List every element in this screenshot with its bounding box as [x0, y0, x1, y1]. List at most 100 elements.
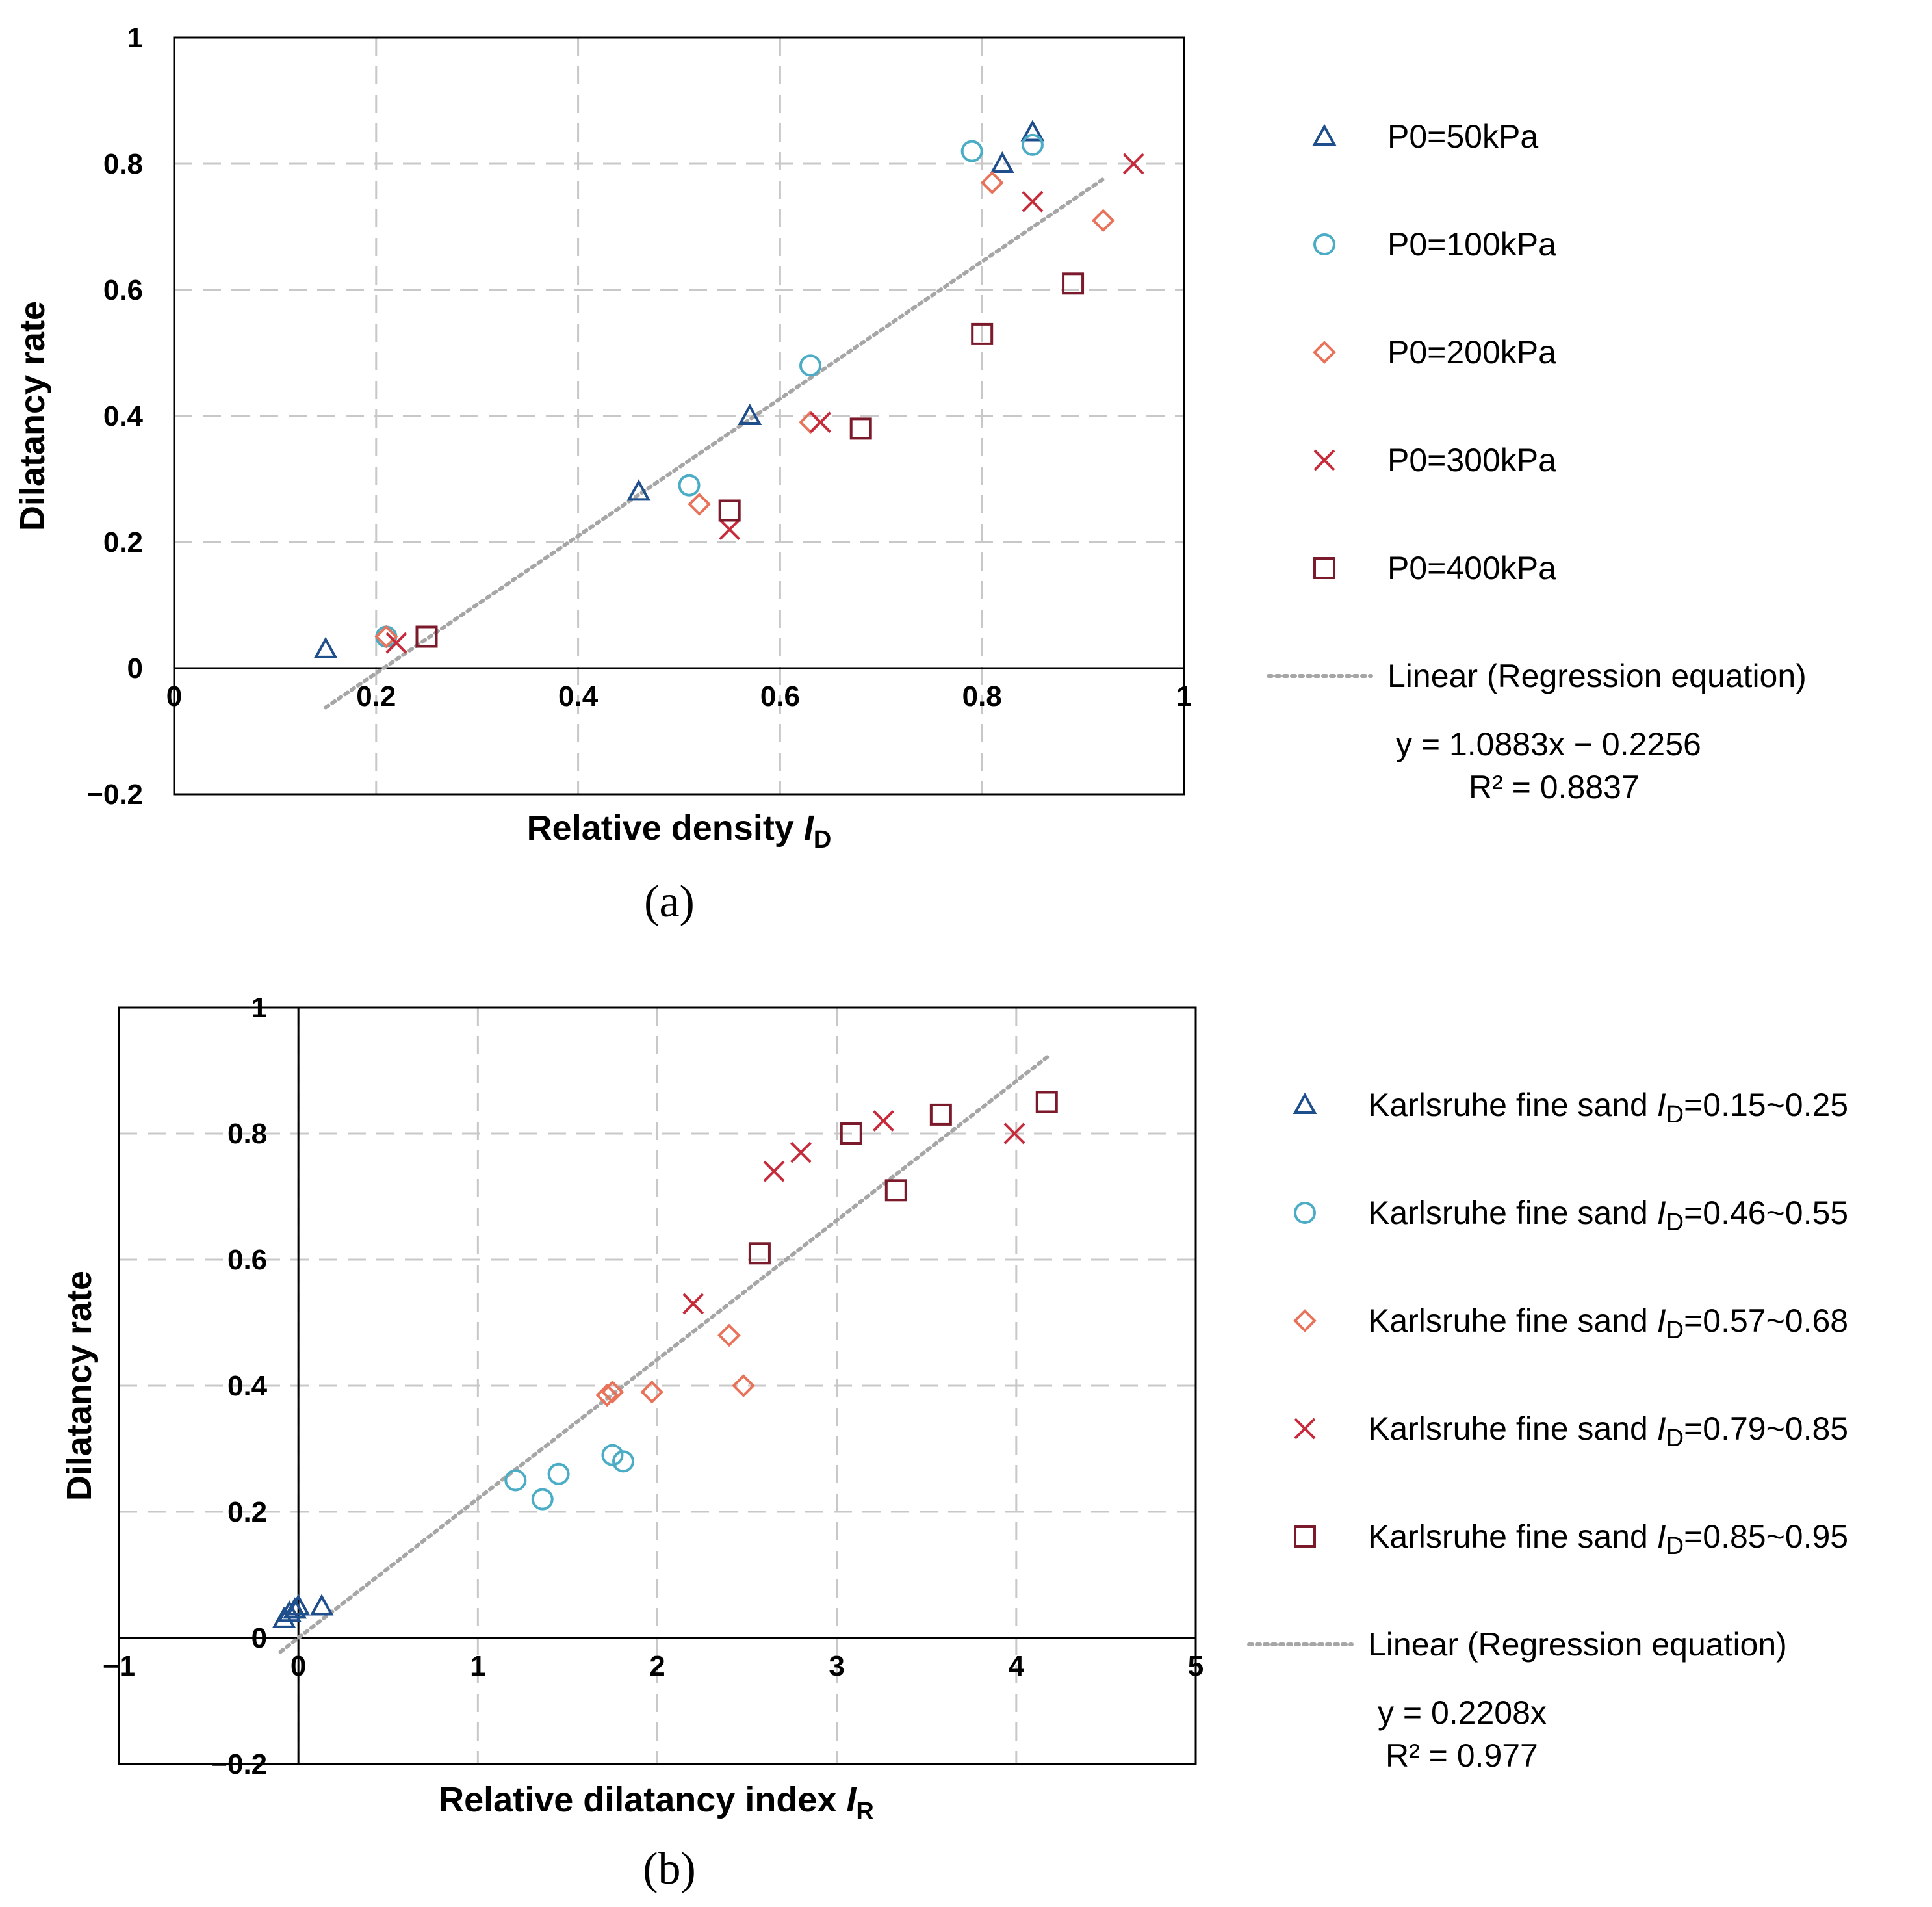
- y-tick-label: 0.2: [227, 1496, 267, 1528]
- plot-frame: [118, 1006, 1197, 1765]
- data-point: [1003, 1122, 1025, 1145]
- y-tick-label: 0.4: [227, 1370, 268, 1402]
- data-point: [1022, 190, 1044, 213]
- x-tick-label: 2: [649, 1650, 665, 1682]
- data-point: [1035, 1091, 1058, 1113]
- x-tick-labels: 0 0.2 0.4 0.6 0.8 1: [166, 681, 1192, 712]
- y-tick-label: 0: [127, 653, 143, 684]
- legend-label: Karlsruhe fine sand ID=0.85~0.95: [1368, 1518, 1848, 1560]
- data-point: [873, 1110, 894, 1132]
- data-point: [849, 417, 872, 440]
- legend-label: Karlsruhe fine sand ID=0.79~0.85: [1368, 1410, 1848, 1452]
- x-tick-label: 0: [166, 681, 182, 712]
- y-tick-label: 0.4: [103, 400, 144, 432]
- y-tick-labels: −0.2 0 0.2 0.4 0.6 0.8 1: [86, 22, 143, 811]
- data-point: [595, 1383, 619, 1407]
- legend-label: Karlsruhe fine sand ID=0.15~0.25: [1368, 1087, 1848, 1128]
- data-point: [790, 1141, 812, 1163]
- data-point: [283, 1597, 307, 1619]
- x-tick-label: 0.8: [962, 681, 1002, 712]
- legend-marker: [1312, 123, 1337, 146]
- x-tick-label: 0.6: [760, 681, 800, 712]
- data-point: [374, 625, 398, 649]
- x-tick-label: 0.2: [356, 681, 396, 712]
- series-3: [374, 171, 1115, 649]
- legend-trendline-label: Linear (Regression equation): [1368, 1626, 1787, 1663]
- chart-a: 0 0.2 0.4 0.6 0.8 1 −0.2 0 0.2 0.4 0.6 0.8 1 Relative…: [13, 22, 1807, 927]
- y-tick-label: 0: [251, 1622, 267, 1654]
- series-5: [415, 272, 1085, 648]
- data-point: [840, 1122, 862, 1145]
- data-point: [929, 1103, 952, 1126]
- data-point: [1020, 120, 1045, 142]
- y-tick-label: 1: [251, 992, 267, 1024]
- data-point: [626, 479, 651, 501]
- trendline: [278, 1054, 1051, 1654]
- data-point: [415, 625, 438, 648]
- data-point: [504, 1469, 527, 1492]
- legend-label: Karlsruhe fine sand ID=0.46~0.55: [1368, 1195, 1848, 1236]
- data-point: [799, 354, 822, 377]
- x-tick-label: −1: [103, 1650, 135, 1682]
- data-point: [763, 1160, 785, 1182]
- data-point: [277, 1600, 302, 1622]
- data-point: [960, 140, 983, 162]
- r-squared: R² = 0.8837: [1469, 769, 1640, 805]
- legend: P0=50kPa P0=100kPa P0=200kPa P0=300kPa P0=40…: [1267, 118, 1807, 694]
- data-point: [719, 519, 741, 541]
- data-point: [313, 636, 338, 658]
- legend-label: Karlsruhe fine sand ID=0.57~0.68: [1368, 1303, 1848, 1344]
- data-point: [612, 1450, 635, 1473]
- series-2: [375, 133, 1044, 648]
- x-tick-labels: −1 0 1 2 3 4 5: [103, 1650, 1204, 1682]
- data-point: [732, 1374, 755, 1397]
- data-point: [678, 474, 701, 497]
- data-point: [738, 403, 762, 425]
- x-tick-label: 4: [1009, 1650, 1025, 1682]
- data-point: [884, 1179, 907, 1202]
- x-tick-label: 0.4: [558, 681, 599, 712]
- data-point: [375, 625, 398, 648]
- series-1: [313, 120, 1045, 658]
- data-point: [748, 1242, 771, 1265]
- plot-frame: [173, 36, 1185, 796]
- x-tick-label: 5: [1188, 1650, 1204, 1682]
- legend-marker: [1293, 1309, 1317, 1332]
- data-point: [718, 499, 741, 522]
- data-point: [547, 1462, 570, 1485]
- data-point: [1021, 133, 1044, 156]
- legend-marker: [1313, 449, 1335, 471]
- x-tick-label: 1: [470, 1650, 485, 1682]
- y-axis-label: Dilatancy rate: [13, 301, 52, 531]
- chart-caption: (b): [643, 1844, 696, 1894]
- legend-marker: [1313, 341, 1336, 364]
- series-2: [504, 1444, 635, 1511]
- data-point: [980, 171, 1004, 194]
- data-point: [682, 1293, 704, 1315]
- data-point: [1122, 153, 1144, 175]
- y-tick-labels: −0.2 0 0.2 0.4 0.6 0.8 1: [211, 992, 267, 1780]
- data-point: [531, 1488, 554, 1511]
- y-tick-label: 0.8: [103, 148, 143, 180]
- legend-label: P0=200kPa: [1387, 334, 1556, 370]
- data-point: [990, 151, 1014, 173]
- data-point: [600, 1380, 625, 1404]
- legend-marker: [1294, 1525, 1316, 1548]
- data-point: [688, 492, 711, 516]
- regression-equation: y = 1.0883x − 0.2256: [1396, 726, 1701, 762]
- x-tick-label: 3: [829, 1650, 844, 1682]
- x-axis-label: Relative density ID: [527, 809, 832, 853]
- data-point: [1062, 272, 1085, 295]
- legend-label: P0=50kPa: [1387, 118, 1538, 155]
- y-tick-label: −0.2: [86, 779, 143, 811]
- data-point: [385, 632, 407, 654]
- chart-b: −1 0 1 2 3 4 5 −0.2 0 0.2 0.4 0.6 0.8 1 Relative dilat…: [60, 992, 1848, 1894]
- y-tick-label: 0.8: [227, 1118, 267, 1150]
- legend-marker: [1293, 1092, 1317, 1114]
- trendline: [324, 177, 1105, 710]
- data-point: [717, 1323, 741, 1347]
- y-tick-label: 0.6: [103, 274, 143, 306]
- legend: Karlsruhe fine sand ID=0.15~0.25 Karlsruh…: [1247, 1087, 1848, 1663]
- data-point: [1091, 209, 1115, 233]
